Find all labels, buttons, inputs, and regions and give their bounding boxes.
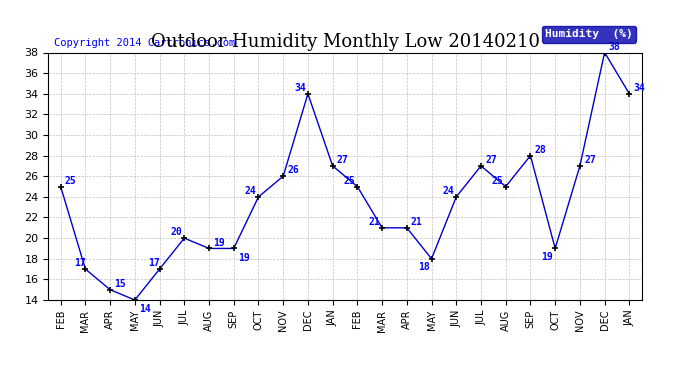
Text: 17: 17 [75, 258, 86, 268]
Text: 38: 38 [609, 42, 620, 52]
Text: 27: 27 [337, 155, 348, 165]
Text: 24: 24 [244, 186, 256, 196]
Text: 15: 15 [115, 279, 126, 289]
Text: 17: 17 [148, 258, 160, 268]
Text: 27: 27 [485, 155, 497, 165]
Text: 14: 14 [139, 304, 150, 315]
Text: 27: 27 [584, 155, 595, 165]
Text: 21: 21 [411, 217, 423, 227]
Text: 25: 25 [492, 176, 504, 186]
Text: 19: 19 [213, 238, 225, 248]
Text: 25: 25 [344, 176, 355, 186]
Text: 24: 24 [442, 186, 454, 196]
Text: 20: 20 [170, 227, 182, 237]
Text: 34: 34 [633, 83, 645, 93]
Text: 26: 26 [287, 165, 299, 176]
Text: 25: 25 [65, 176, 77, 186]
Text: 19: 19 [541, 252, 553, 261]
Title: Outdoor Humidity Monthly Low 20140210: Outdoor Humidity Monthly Low 20140210 [150, 33, 540, 51]
Text: Copyright 2014 Cartronics.com: Copyright 2014 Cartronics.com [55, 38, 235, 48]
Text: 21: 21 [368, 217, 380, 227]
Text: 19: 19 [238, 253, 250, 263]
Text: 34: 34 [294, 83, 306, 93]
Text: 28: 28 [535, 145, 546, 155]
Legend: Humidity  (%): Humidity (%) [542, 26, 636, 43]
Text: 18: 18 [417, 262, 429, 272]
